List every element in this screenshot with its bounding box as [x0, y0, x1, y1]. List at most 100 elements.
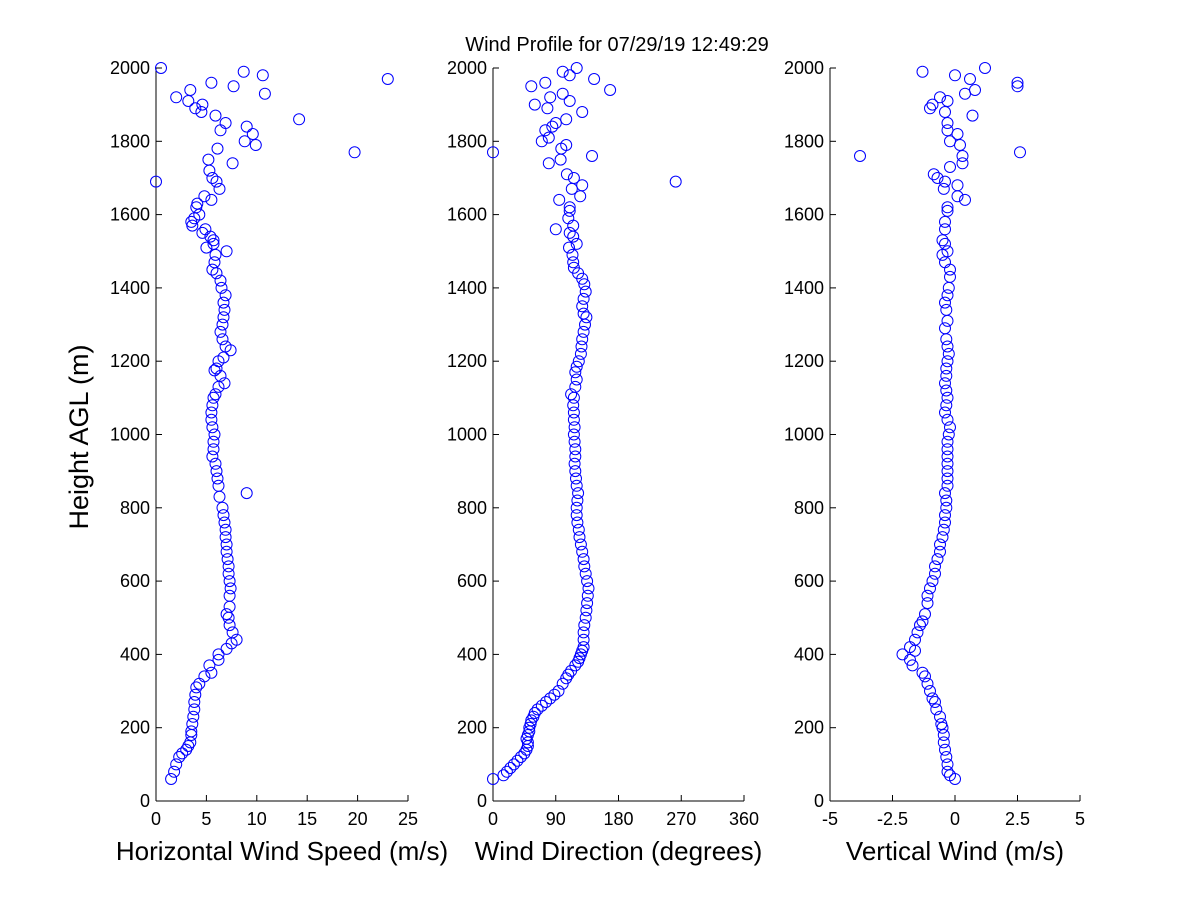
- vertical-data-point: [934, 538, 946, 551]
- direction-data-point: [562, 668, 575, 681]
- speed-data-point: [293, 113, 306, 126]
- direction-data-point: [576, 545, 589, 558]
- direction-data-point: [581, 589, 594, 602]
- direction-data-point: [553, 193, 566, 206]
- speed-data-point: [211, 142, 224, 155]
- vertical-data-point: [964, 73, 976, 85]
- vertical-data-point: [939, 377, 951, 390]
- speed-data-point: [207, 435, 220, 448]
- direction-data-point: [574, 347, 587, 360]
- vertical-data-point: [916, 65, 929, 78]
- speed-data-point: [219, 289, 232, 302]
- direction-data-point: [568, 421, 581, 434]
- speed-data-point: [206, 421, 219, 434]
- speed-data-point: [226, 157, 239, 170]
- speed-data-point: [226, 626, 239, 639]
- vertical-data-point: [929, 560, 941, 573]
- direction-data-point: [576, 300, 589, 313]
- direction-data-point: [546, 120, 559, 133]
- direction-data-point: [542, 157, 555, 170]
- vertical-data-point: [1011, 76, 1024, 89]
- vertical-data-point: [939, 487, 951, 500]
- direction-data-point: [487, 146, 499, 159]
- speed-data-point: [220, 608, 233, 621]
- vertical-data-point: [941, 443, 954, 456]
- direction-data-point: [539, 124, 552, 137]
- direction-data-point: [563, 201, 576, 214]
- vertical-y-tick-label: 0: [814, 791, 824, 811]
- speed-data-point: [220, 538, 233, 551]
- speed-data-point: [176, 747, 189, 760]
- vertical-data-point: [926, 98, 939, 111]
- speed-x-tick-label: 10: [247, 809, 267, 829]
- vertical-data-point: [921, 589, 934, 602]
- vertical-data-point: [939, 296, 951, 309]
- direction-data-point: [578, 278, 591, 291]
- vertical-data-point: [931, 172, 944, 184]
- speed-data-point: [217, 509, 230, 522]
- vertical-data-point: [1011, 80, 1024, 93]
- direction-data-point: [572, 487, 585, 500]
- vertical-data-point: [934, 545, 946, 558]
- direction-data-point: [571, 516, 584, 529]
- direction-data-point: [549, 223, 562, 236]
- direction-data-point: [570, 62, 583, 74]
- speed-data-point: [168, 765, 181, 778]
- speed-y-tick-label: 1400: [110, 278, 150, 298]
- speed-data-point: [205, 76, 218, 89]
- direction-data-point: [544, 692, 557, 705]
- direction-data-point: [574, 538, 587, 551]
- speed-data-point: [222, 567, 235, 580]
- speed-data-point: [218, 516, 231, 529]
- direction-x-tick-label: 180: [603, 809, 633, 829]
- direction-data-point: [576, 333, 589, 346]
- speed-data-point: [237, 65, 250, 78]
- speed-data-point: [173, 751, 186, 763]
- vertical-data-point: [941, 355, 954, 368]
- speed-data-points: [150, 62, 394, 785]
- subplot-speed: 0 200 400 600 800 1000 1200 1400 1600 1800 2000 0 5 1…: [110, 58, 448, 866]
- vertical-y-tick-label: 600: [794, 571, 824, 591]
- vertical-data-point: [944, 161, 956, 173]
- vertical-data-point: [934, 710, 946, 723]
- speed-data-point: [217, 296, 230, 309]
- direction-data-point: [540, 696, 552, 708]
- vertical-data-point: [926, 575, 939, 588]
- direction-data-point: [497, 769, 510, 782]
- speed-data-point: [217, 311, 230, 324]
- vertical-data-point: [969, 84, 981, 96]
- direction-data-point: [569, 443, 582, 456]
- vertical-data-point: [935, 718, 948, 730]
- vertical-data-point: [916, 666, 929, 679]
- direction-data-point: [507, 758, 520, 771]
- vertical-data-point: [959, 193, 971, 206]
- speed-x-tick-label: 5: [201, 809, 211, 829]
- vertical-data-point: [896, 648, 909, 661]
- direction-data-point: [500, 765, 513, 778]
- vertical-y-tick-label: 400: [794, 644, 824, 664]
- vertical-data-point: [941, 340, 954, 353]
- direction-data-point: [573, 531, 586, 544]
- direction-data-point: [504, 762, 517, 774]
- speed-data-point: [219, 117, 232, 129]
- speed-data-point: [223, 589, 236, 602]
- speed-data-point: [219, 523, 232, 536]
- vertical-data-point: [941, 479, 954, 492]
- direction-data-point: [568, 457, 581, 470]
- direction-data-point: [569, 366, 582, 379]
- speed-data-point: [222, 560, 235, 573]
- vertical-data-point: [921, 677, 934, 690]
- vertical-x-tick-label: 2.5: [1005, 809, 1030, 829]
- direction-data-point: [570, 360, 583, 373]
- direction-data-points: [487, 62, 682, 785]
- direction-data-point: [539, 76, 552, 89]
- direction-data-point: [577, 325, 590, 338]
- vertical-data-point: [940, 751, 953, 763]
- speed-data-point: [184, 84, 197, 96]
- vertical-y-tick-label: 1400: [784, 278, 824, 298]
- speed-y-tick-label: 1000: [110, 425, 150, 445]
- vertical-data-point: [941, 124, 954, 137]
- direction-y-tick-label: 600: [457, 571, 487, 591]
- direction-y-tick-label: 1400: [447, 278, 487, 298]
